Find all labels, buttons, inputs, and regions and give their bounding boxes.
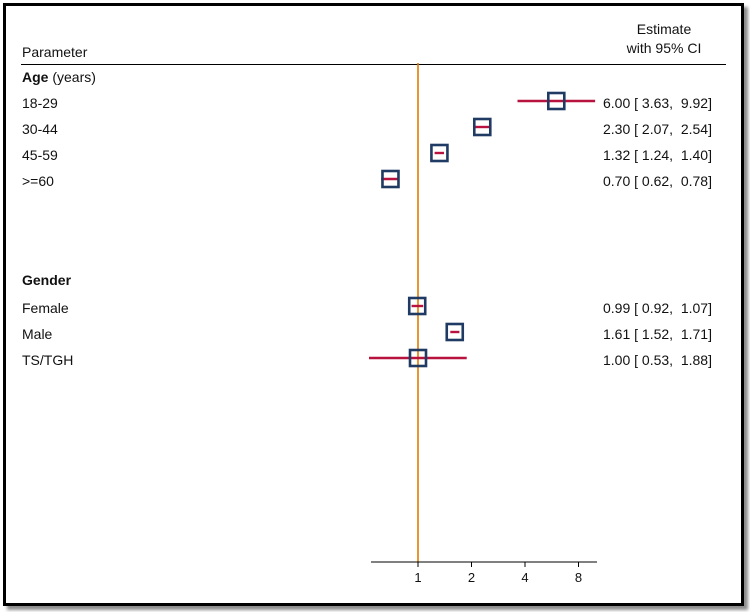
x-tick-label: 8	[575, 570, 582, 585]
group-title-gender-text: Gender	[22, 272, 72, 288]
estimate-header: Estimate with 95% CI	[594, 20, 734, 58]
row-estimate-text: 6.00 [ 3.63, 9.92]	[603, 95, 712, 111]
estimate-header-line2: with 95% CI	[626, 40, 702, 56]
group-title-age: Age (years)	[22, 69, 96, 85]
figure-frame: Parameter Estimate with 95% CI Age (year…	[3, 3, 744, 606]
estimate-marker	[407, 296, 427, 316]
estimate-marker	[445, 322, 465, 342]
forest-plot: 1 2 4 8	[368, 63, 597, 585]
group-title-age-text: Age	[22, 69, 49, 85]
estimate-marker	[408, 348, 428, 368]
header-rule	[21, 64, 726, 65]
estimate-header-line1: Estimate	[636, 21, 692, 37]
row-estimate-text: 0.70 [ 0.62, 0.78]	[603, 173, 712, 189]
row-label: 18-29	[22, 95, 58, 111]
row-label: Female	[22, 300, 69, 316]
group-title-age-suffix: (years)	[48, 69, 96, 85]
figure-area: Parameter Estimate with 95% CI Age (year…	[6, 6, 741, 603]
row-estimate-text: 1.61 [ 1.52, 1.71]	[603, 326, 712, 342]
x-tick-label: 2	[468, 570, 475, 585]
estimate-marker	[546, 91, 566, 111]
row-label: 30-44	[22, 121, 58, 137]
parameter-header: Parameter	[22, 44, 88, 60]
estimate-marker	[381, 169, 400, 189]
row-label: TS/TGH	[22, 352, 74, 368]
row-estimate-text: 1.32 [ 1.24, 1.40]	[603, 147, 712, 163]
x-tick-label: 1	[414, 570, 421, 585]
row-label: Male	[22, 326, 53, 342]
row-estimate-text: 1.00 [ 0.53, 1.88]	[603, 352, 712, 368]
group-title-gender: Gender	[22, 272, 71, 288]
row-label: >=60	[22, 173, 54, 189]
row-estimate-text: 2.30 [ 2.07, 2.54]	[603, 121, 712, 137]
row-estimate-text: 0.99 [ 0.92, 1.07]	[603, 300, 712, 316]
estimate-marker	[472, 117, 492, 137]
row-label: 45-59	[22, 147, 58, 163]
estimate-marker	[430, 143, 449, 163]
x-tick-label: 4	[521, 570, 528, 585]
